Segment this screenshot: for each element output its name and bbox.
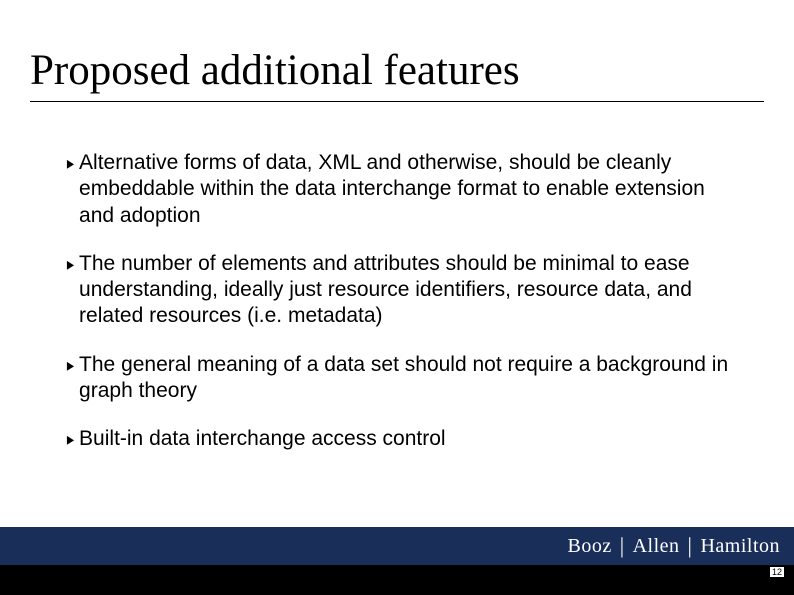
- brand-logo: Booz | Allen | Hamilton: [567, 533, 780, 559]
- bullet-text: Alternative forms of data, XML and other…: [79, 150, 734, 229]
- brand-part3: Hamilton: [700, 535, 780, 558]
- bullet-text: The number of elements and attributes sh…: [79, 251, 734, 330]
- page-number: 12: [770, 567, 784, 577]
- bullet-item: ▸ The number of elements and attributes …: [66, 251, 734, 330]
- bullet-marker-icon: ▸: [67, 354, 74, 377]
- slide-title: Proposed additional features: [30, 46, 764, 102]
- slide-container: Proposed additional features ▸ Alternati…: [0, 0, 794, 595]
- bullet-item: ▸ Alternative forms of data, XML and oth…: [66, 150, 734, 229]
- brand-separator: |: [618, 533, 627, 559]
- bullet-marker-icon: ▸: [67, 152, 74, 175]
- bullet-item: ▸ The general meaning of a data set shou…: [66, 352, 734, 405]
- bullet-item: ▸ Built-in data interchange access contr…: [66, 426, 734, 452]
- slide-body: ▸ Alternative forms of data, XML and oth…: [66, 150, 734, 474]
- bullet-marker-icon: ▸: [67, 253, 74, 276]
- brand-part1: Booz: [567, 535, 611, 558]
- brand-separator: |: [686, 533, 695, 559]
- bullet-marker-icon: ▸: [67, 428, 74, 451]
- bullet-text: Built-in data interchange access control: [79, 426, 734, 452]
- brand-part2: Allen: [633, 535, 680, 558]
- bottom-black-strip: [0, 565, 794, 595]
- bullet-text: The general meaning of a data set should…: [79, 352, 734, 405]
